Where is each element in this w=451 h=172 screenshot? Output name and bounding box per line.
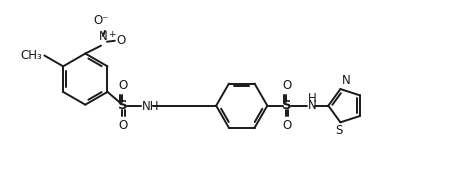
Text: CH₃: CH₃ (21, 49, 42, 62)
Text: N: N (341, 74, 350, 87)
Text: S: S (281, 99, 291, 112)
Text: O: O (118, 119, 128, 132)
Text: H: H (307, 92, 316, 105)
Text: S: S (118, 99, 128, 112)
Text: O: O (116, 34, 126, 47)
Text: O⁻: O⁻ (93, 14, 109, 27)
Text: N: N (98, 30, 107, 43)
Text: NH: NH (142, 100, 159, 113)
Text: O: O (118, 79, 128, 92)
Text: +: + (108, 30, 115, 39)
Text: O: O (282, 79, 291, 92)
Text: O: O (282, 119, 291, 132)
Text: S: S (335, 124, 342, 137)
Text: N: N (307, 99, 316, 112)
